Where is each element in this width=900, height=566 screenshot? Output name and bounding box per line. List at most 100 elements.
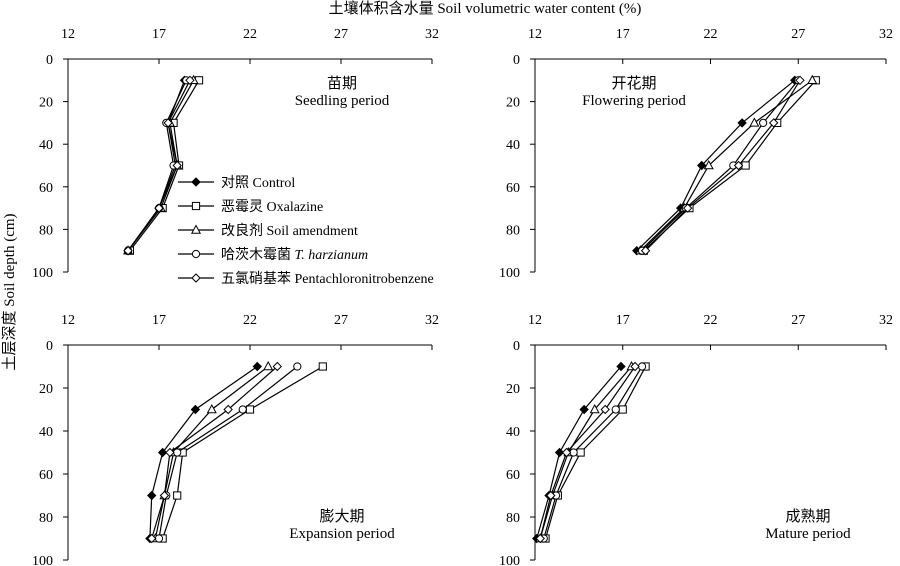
y-tick-label: 20 <box>506 96 520 111</box>
x-tick-label: 12 <box>528 313 542 328</box>
data-point <box>173 491 182 500</box>
data-point <box>163 118 173 128</box>
legend-item: 对照 Control <box>178 175 295 191</box>
legend: 对照 Control 恶霉灵 Oxalazine 改良剂 Soil amendmen… <box>178 175 434 287</box>
data-point <box>173 448 182 457</box>
data-point <box>600 404 610 415</box>
y-tick-label: 40 <box>506 425 520 440</box>
data-point <box>576 448 585 457</box>
x-tick-label: 12 <box>61 313 75 328</box>
data-point <box>165 447 175 458</box>
y-tick-label: 60 <box>506 181 520 196</box>
data-point <box>147 533 157 544</box>
data-point <box>154 534 164 543</box>
legend-marker <box>191 201 201 211</box>
series-5 <box>147 361 283 544</box>
legend-item: 五氯硝基苯 Pentachloronitrobenzene <box>178 270 434 287</box>
y-tick-label: 0 <box>513 53 520 68</box>
data-point <box>293 362 302 371</box>
y-tick-label: 40 <box>39 138 53 153</box>
y-tick-label: 60 <box>39 181 53 196</box>
data-point <box>318 362 327 371</box>
y-tick-label: 20 <box>506 382 520 397</box>
data-point <box>616 361 626 372</box>
y-tick-label: 0 <box>513 339 520 354</box>
data-point <box>561 447 572 458</box>
legend-label: 五氯硝基苯 Pentachloronitrobenzene <box>221 270 434 287</box>
series-2 <box>158 362 327 543</box>
data-point <box>749 117 760 127</box>
data-point <box>159 490 170 501</box>
series-1 <box>145 361 262 544</box>
data-point <box>535 533 545 544</box>
series-3 <box>123 74 199 255</box>
panel-title-zh: 开花期 <box>611 75 656 92</box>
panel-title-zh: 膨大期 <box>319 508 364 525</box>
data-point <box>546 490 556 501</box>
legend-label: 哈茨木霉菌 T. harzianum <box>221 247 368 263</box>
x-axis-title: 土壤体积含水量 Soil volumetric water content (%… <box>329 0 642 17</box>
series-4 <box>154 362 302 543</box>
y-tick-label: 100 <box>499 554 520 566</box>
x-tick-label: 27 <box>334 313 348 328</box>
legend-marker <box>190 224 202 234</box>
data-point <box>618 405 627 414</box>
y-tick-label: 80 <box>506 223 520 238</box>
y-tick-label: 0 <box>46 339 53 354</box>
panel-title-zh: 苗期 <box>327 75 357 92</box>
y-tick-label: 80 <box>506 511 520 526</box>
x-tick-label: 22 <box>704 313 718 328</box>
data-point <box>795 75 805 86</box>
y-tick-label: 60 <box>506 468 520 483</box>
data-point <box>759 118 768 128</box>
y-tick-label: 20 <box>39 96 53 111</box>
legend-item: 改良剂 Soil amendment <box>178 223 358 239</box>
data-point <box>206 403 217 414</box>
x-tick-label: 22 <box>704 27 718 42</box>
series-5 <box>640 75 805 256</box>
data-point <box>554 447 565 458</box>
y-tick-label: 80 <box>39 223 53 238</box>
data-point <box>733 160 744 171</box>
legend-item: 哈茨木霉菌 T. harzianum <box>178 247 368 263</box>
data-point <box>703 159 714 170</box>
series-2 <box>125 76 204 255</box>
legend-label: 恶霉灵 Oxalazine <box>221 199 323 215</box>
data-point <box>630 361 640 372</box>
y-tick-label: 20 <box>39 382 53 397</box>
x-tick-label: 27 <box>334 27 348 42</box>
panel-title-en: Seedling period <box>295 93 390 109</box>
series-line <box>129 79 200 252</box>
data-point <box>223 404 233 415</box>
panel-title-zh: 成熟期 <box>785 508 830 525</box>
data-point <box>579 404 589 415</box>
series-5 <box>123 75 195 256</box>
data-point <box>737 118 747 128</box>
data-point <box>589 403 600 414</box>
y-tick-label: 40 <box>39 425 53 440</box>
data-point <box>172 160 182 171</box>
x-tick-label: 12 <box>528 27 542 42</box>
x-tick-label: 32 <box>879 27 893 42</box>
series-line <box>539 366 636 539</box>
panel-title-en: Flowering period <box>582 93 686 109</box>
x-tick-label: 12 <box>61 27 75 42</box>
x-tick-label: 22 <box>243 27 257 42</box>
data-point <box>682 203 693 213</box>
data-point <box>640 245 651 256</box>
x-tick-label: 17 <box>152 27 166 42</box>
y-tick-label: 60 <box>39 468 53 483</box>
x-tick-label: 27 <box>791 313 805 328</box>
y-tick-label: 100 <box>32 554 53 566</box>
data-point <box>252 361 262 372</box>
legend-label: 对照 Control <box>221 175 295 191</box>
y-tick-label: 100 <box>499 266 520 281</box>
legend-marker <box>191 273 201 283</box>
data-point <box>238 405 247 414</box>
legend-label: 改良剂 Soil amendment <box>221 223 358 239</box>
